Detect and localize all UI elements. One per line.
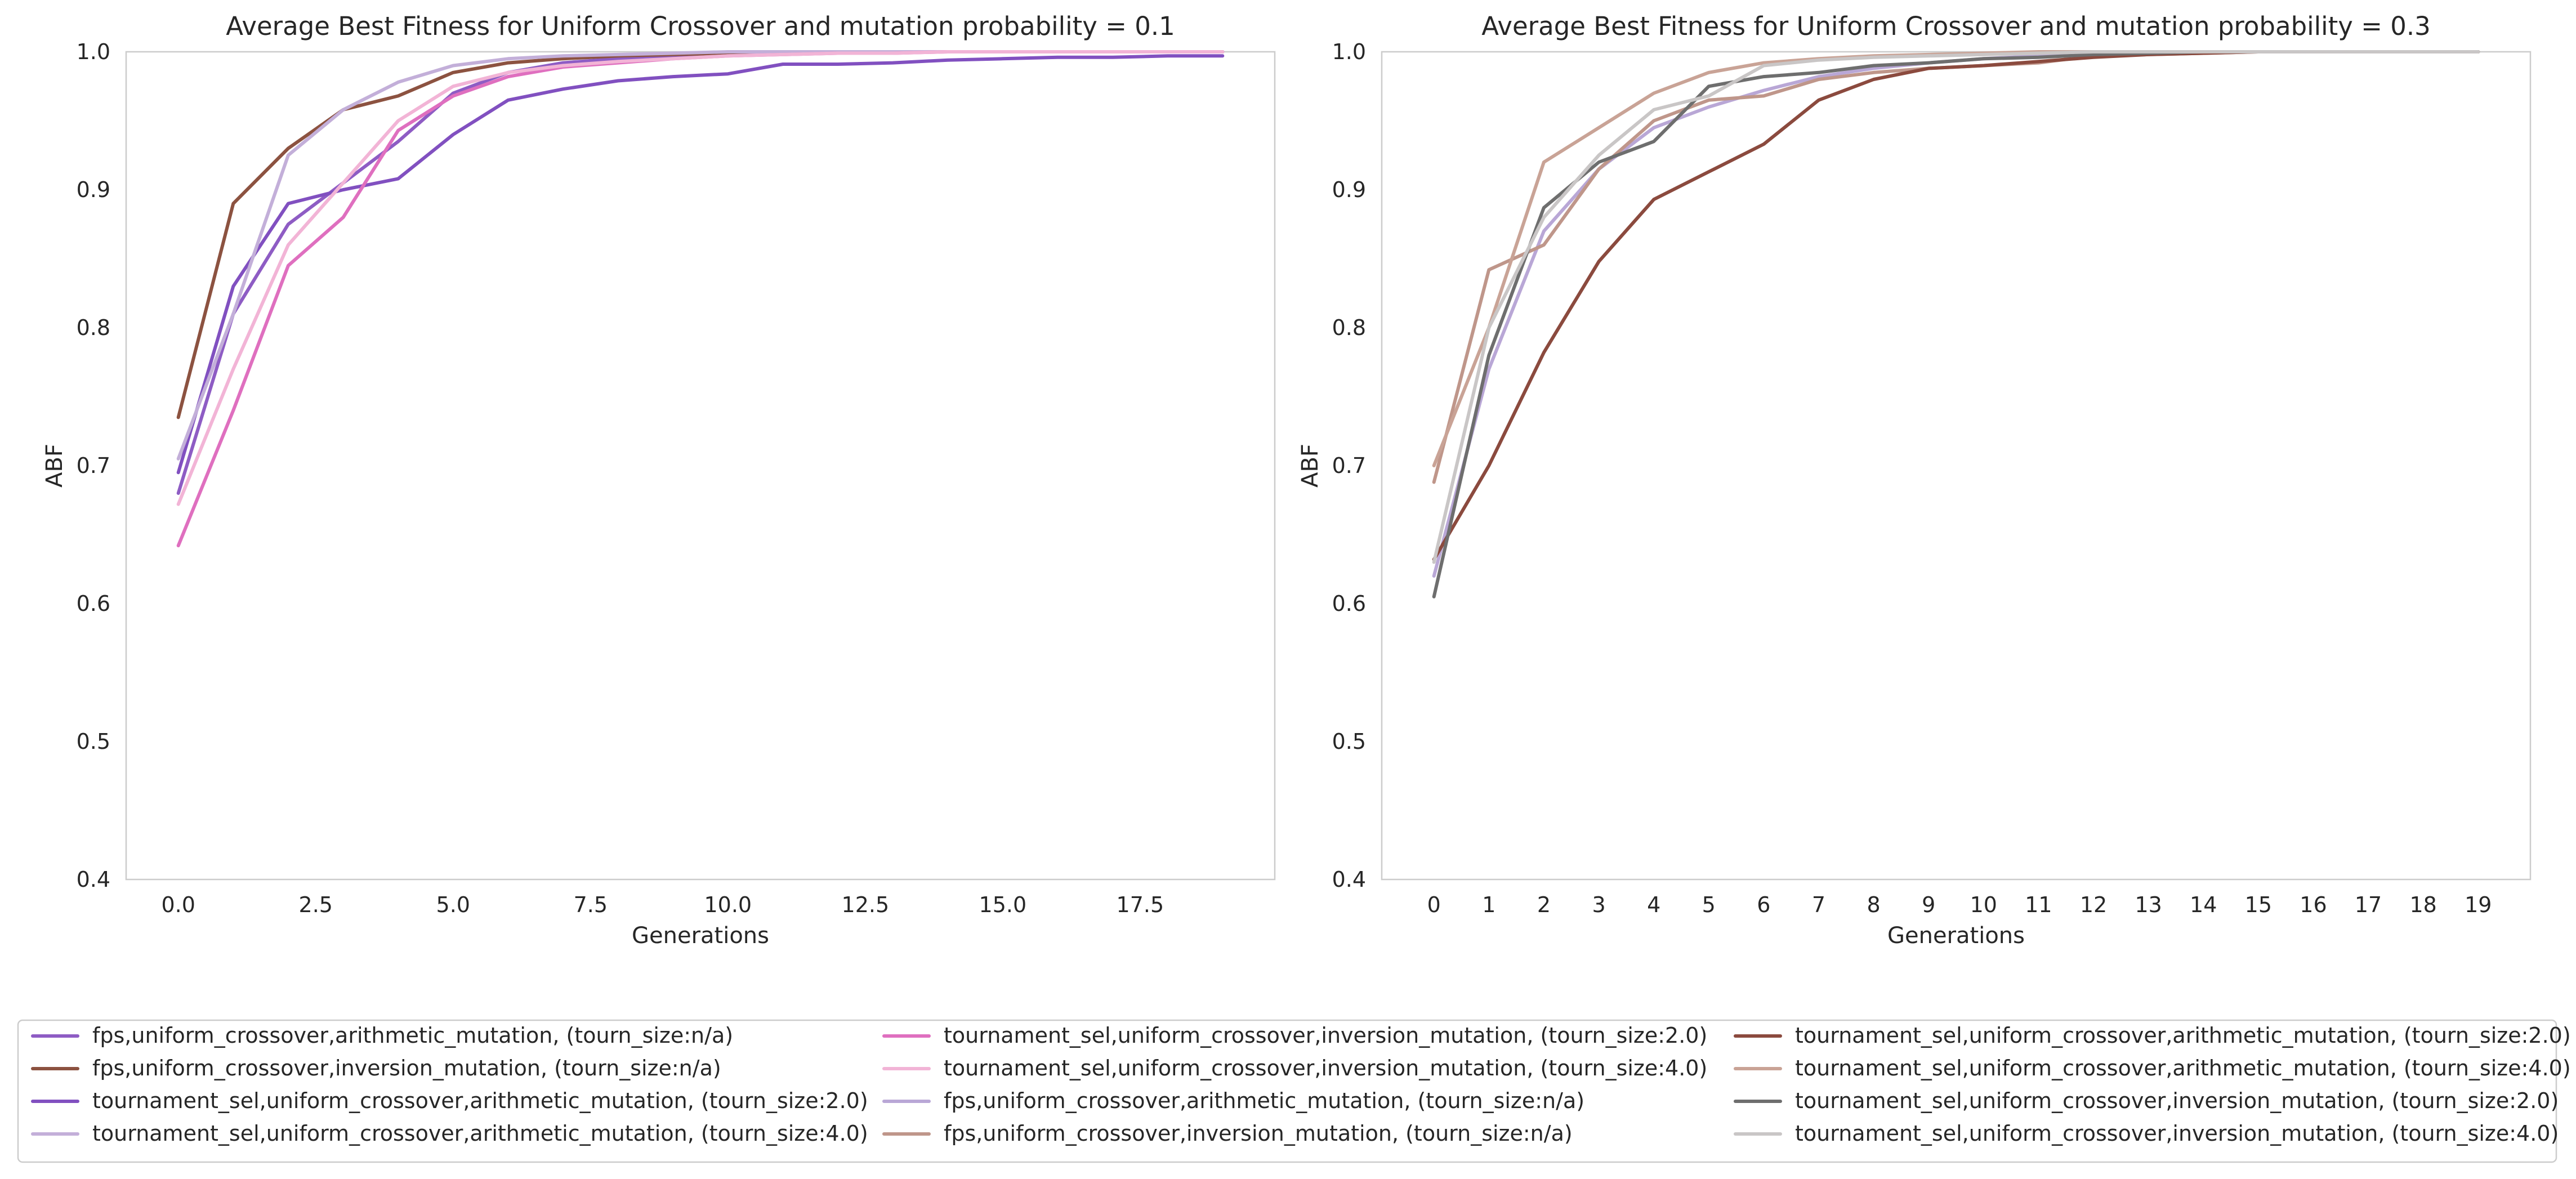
legend-item: fps,uniform_crossover,inversion_mutation… — [882, 1121, 1573, 1146]
legend-label: tournament_sel,uniform_crossover,inversi… — [944, 1056, 1707, 1080]
chart-left-y-tick-label: 0.6 — [77, 591, 110, 616]
legend-label: tournament_sel,uniform_crossover,inversi… — [1795, 1121, 2559, 1146]
chart-right-y-tick-label: 0.8 — [1332, 315, 1366, 340]
chart-right-x-tick-label: 14 — [2190, 892, 2217, 917]
legend-item: fps,uniform_crossover,arithmetic_mutatio… — [882, 1088, 1584, 1113]
chart-right-x-tick-label: 12 — [2080, 892, 2107, 917]
chart-right-x-ticks: 0 1 2 3 4 5 6 7 8 9 10 11 12 13 14 15 16 17 18 19 — [1427, 892, 2492, 917]
chart-right-y-tick-label: 0.4 — [1332, 867, 1366, 892]
chart-left-title: Average Best Fitness for Uniform Crossov… — [226, 11, 1175, 41]
chart-right-x-tick-label: 2 — [1537, 892, 1551, 917]
legend-item: tournament_sel,uniform_crossover,arithme… — [1734, 1023, 2571, 1048]
legend-label: fps,uniform_crossover,inversion_mutation… — [944, 1121, 1573, 1146]
chart-left-y-ticks: 0.4 0.5 0.6 0.7 0.8 0.9 1.0 — [77, 39, 110, 892]
chart-left-x-tick-label: 7.5 — [574, 892, 608, 917]
legend-item: tournament_sel,uniform_crossover,arithme… — [1734, 1056, 2571, 1080]
chart-right: Average Best Fitness for Uniform Crossov… — [1297, 11, 2532, 949]
chart-right-y-tick-label: 0.6 — [1332, 591, 1366, 616]
chart-left-lines — [176, 50, 1225, 548]
chart-right-x-tick-label: 8 — [1867, 892, 1880, 917]
legend-item: tournament_sel,uniform_crossover,arithme… — [31, 1121, 868, 1146]
legend-label: tournament_sel,uniform_crossover,arithme… — [92, 1121, 868, 1146]
legend-label: fps,uniform_crossover,arithmetic_mutatio… — [92, 1023, 733, 1048]
chart-left-y-tick-label: 0.7 — [77, 453, 110, 478]
legend-label: fps,uniform_crossover,arithmetic_mutatio… — [944, 1088, 1584, 1113]
chart-right-x-tick-label: 7 — [1812, 892, 1825, 917]
chart-left-x-tick-label: 17.5 — [1117, 892, 1164, 917]
chart-left-y-tick-label: 0.4 — [77, 867, 110, 892]
chart-right-y-ticks: 0.4 0.5 0.6 0.7 0.8 0.9 1.0 — [1332, 39, 1366, 892]
legend-label: tournament_sel,uniform_crossover,inversi… — [944, 1023, 1707, 1048]
legend-label: tournament_sel,uniform_crossover,arithme… — [92, 1088, 868, 1113]
chart-left-plot-area — [125, 51, 1276, 881]
legend-label: tournament_sel,uniform_crossover,arithme… — [1795, 1056, 2571, 1080]
chart-right-x-tick-label: 18 — [2409, 892, 2436, 917]
chart-left-x-tick-label: 12.5 — [842, 892, 890, 917]
chart-left-series-line-6 — [176, 50, 1225, 506]
chart-left: Average Best Fitness for Uniform Crossov… — [42, 11, 1276, 949]
chart-left-y-tick-label: 0.8 — [77, 315, 110, 340]
chart-right-x-tick-label: 1 — [1482, 892, 1495, 917]
chart-right-x-tick-label: 3 — [1592, 892, 1605, 917]
legend-item: tournament_sel,uniform_crossover,arithme… — [31, 1088, 868, 1113]
chart-right-title: Average Best Fitness for Uniform Crossov… — [1481, 11, 2431, 41]
chart-right-y-tick-label: 0.9 — [1332, 177, 1366, 202]
chart-right-x-tick-label: 16 — [2300, 892, 2327, 917]
chart-right-x-tick-label: 19 — [2465, 892, 2492, 917]
legend-item: tournament_sel,uniform_crossover,inversi… — [882, 1056, 1707, 1080]
chart-right-y-label: ABF — [1297, 444, 1323, 488]
chart-left-x-ticks: 0.0 2.5 5.0 7.5 10.0 12.5 15.0 17.5 — [162, 892, 1164, 917]
chart-right-y-tick-label: 0.5 — [1332, 729, 1366, 754]
legend-item: fps,uniform_crossover,inversion_mutation… — [31, 1056, 721, 1080]
chart-right-x-tick-label: 0 — [1427, 892, 1441, 917]
chart-right-x-tick-label: 5 — [1702, 892, 1716, 917]
legend-label: tournament_sel,uniform_crossover,arithme… — [1795, 1023, 2571, 1048]
chart-left-y-tick-label: 0.5 — [77, 729, 110, 754]
chart-right-x-tick-label: 13 — [2135, 892, 2162, 917]
chart-left-x-label: Generations — [632, 923, 769, 949]
legend-item: tournament_sel,uniform_crossover,inversi… — [882, 1023, 1707, 1048]
legend-label: tournament_sel,uniform_crossover,inversi… — [1795, 1088, 2559, 1113]
legend-entries: fps,uniform_crossover,arithmetic_mutatio… — [31, 1023, 2571, 1146]
chart-left-y-label: ABF — [42, 444, 68, 488]
chart-left-x-tick-label: 15.0 — [979, 892, 1027, 917]
chart-right-plot-area — [1381, 51, 2532, 881]
legend-label: fps,uniform_crossover,inversion_mutation… — [92, 1056, 721, 1080]
chart-right-x-tick-label: 11 — [2025, 892, 2052, 917]
chart-right-x-tick-label: 4 — [1647, 892, 1660, 917]
chart-right-series-line-6 — [1432, 50, 2480, 564]
chart-right-x-tick-label: 17 — [2355, 892, 2382, 917]
chart-left-y-tick-label: 1.0 — [77, 39, 110, 64]
chart-right-x-tick-label: 10 — [1970, 892, 1997, 917]
chart-left-y-tick-label: 0.9 — [77, 177, 110, 202]
legend-item: fps,uniform_crossover,arithmetic_mutatio… — [31, 1023, 733, 1048]
chart-right-y-tick-label: 1.0 — [1332, 39, 1366, 64]
chart-right-x-tick-label: 6 — [1757, 892, 1770, 917]
chart-left-series-line-3 — [176, 54, 1225, 475]
chart-right-x-tick-label: 9 — [1922, 892, 1935, 917]
chart-left-x-tick-label: 5.0 — [436, 892, 470, 917]
legend: fps,uniform_crossover,arithmetic_mutatio… — [17, 1019, 2571, 1163]
chart-left-x-tick-label: 0.0 — [162, 892, 195, 917]
chart-right-y-tick-label: 0.7 — [1332, 453, 1366, 478]
chart-left-x-tick-label: 2.5 — [299, 892, 333, 917]
legend-item: tournament_sel,uniform_crossover,inversi… — [1734, 1121, 2559, 1146]
chart-right-x-tick-label: 15 — [2245, 892, 2272, 917]
legend-frame — [17, 1019, 2557, 1163]
chart-right-lines — [1432, 50, 2480, 599]
legend-item: tournament_sel,uniform_crossover,inversi… — [1734, 1088, 2559, 1113]
chart-right-x-label: Generations — [1887, 923, 2025, 949]
chart-left-x-tick-label: 10.0 — [704, 892, 752, 917]
